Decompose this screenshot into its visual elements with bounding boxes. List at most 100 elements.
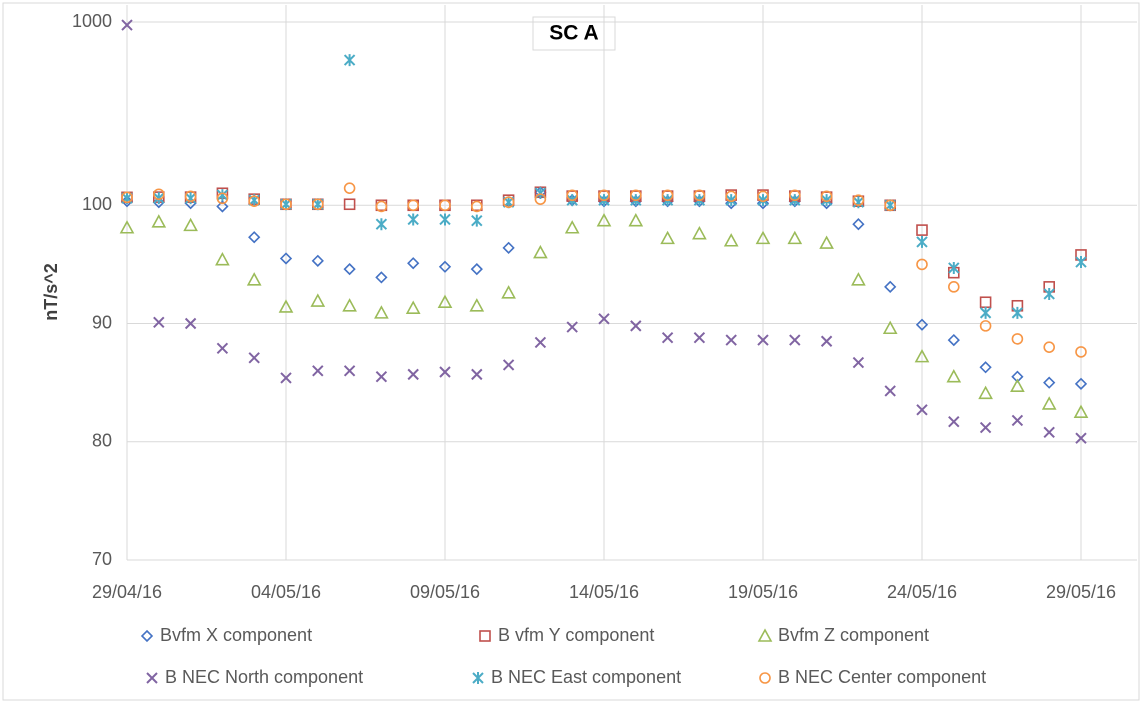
data-point <box>279 252 293 265</box>
y-tick-label: 1000 <box>72 11 112 31</box>
data-point <box>215 251 230 266</box>
data-point <box>375 371 388 383</box>
data-point <box>439 213 451 226</box>
y-tick-label: 100 <box>82 194 112 214</box>
data-point <box>342 298 357 312</box>
data-point <box>534 336 547 349</box>
data-point <box>978 385 993 400</box>
data-point <box>819 235 834 249</box>
data-point <box>851 272 866 286</box>
legend-marker <box>140 629 154 643</box>
data-point <box>915 318 929 331</box>
data-point <box>405 300 421 314</box>
data-point <box>216 192 229 205</box>
legend-marker <box>472 672 484 684</box>
data-point <box>948 261 960 274</box>
x-tick-label: 29/05/16 <box>1046 582 1116 602</box>
data-point <box>248 352 260 364</box>
data-point <box>471 368 483 381</box>
data-point <box>153 316 165 329</box>
data-point <box>248 195 260 208</box>
data-point <box>216 342 229 355</box>
data-point <box>596 212 612 227</box>
y-axis-label: nT/s^2 <box>41 263 61 321</box>
data-point <box>725 190 738 203</box>
data-point <box>470 200 483 213</box>
data-point <box>534 193 547 205</box>
x-tick-label: 24/05/16 <box>887 582 957 602</box>
data-point <box>916 235 928 248</box>
legend-label: B NEC North component <box>165 667 363 687</box>
legend-label: B NEC East component <box>491 667 681 687</box>
data-point <box>630 320 642 332</box>
data-point <box>947 333 960 347</box>
data-point <box>311 198 324 211</box>
data-point <box>979 361 992 374</box>
data-point <box>502 359 515 371</box>
legend-marker <box>146 672 158 684</box>
data-point <box>153 192 165 205</box>
data-point <box>882 320 898 335</box>
data-point <box>916 404 928 416</box>
data-point <box>757 190 769 203</box>
data-point <box>375 218 388 231</box>
data-point <box>820 335 833 347</box>
legend-label: Bvfm Z component <box>778 625 929 645</box>
data-point <box>375 271 388 284</box>
data-point <box>661 189 674 202</box>
data-point <box>1075 256 1087 269</box>
data-point <box>374 305 389 319</box>
data-point <box>1075 432 1087 444</box>
x-tick-label: 04/05/16 <box>251 582 321 602</box>
chart-title: SC A <box>549 22 598 45</box>
data-point <box>884 385 896 397</box>
data-point <box>979 320 992 332</box>
data-point <box>1043 426 1055 439</box>
data-point <box>1011 306 1024 319</box>
data-point <box>629 189 642 202</box>
data-point <box>789 334 801 346</box>
data-point <box>278 299 294 313</box>
data-point <box>184 317 197 330</box>
legend-marker <box>757 628 773 642</box>
data-point <box>246 272 262 286</box>
data-point <box>151 214 167 228</box>
data-point <box>598 313 610 325</box>
data-point <box>121 19 133 31</box>
data-point <box>914 348 930 363</box>
data-point <box>693 189 706 202</box>
data-point <box>788 189 801 202</box>
data-point <box>725 334 737 346</box>
data-point <box>1043 287 1055 300</box>
data-point <box>471 214 483 227</box>
data-point <box>216 189 229 202</box>
data-point <box>979 306 992 319</box>
legend-marker <box>759 672 771 684</box>
legend-label: Bvfm X component <box>160 625 312 645</box>
data-point <box>469 298 485 312</box>
data-point <box>280 372 292 384</box>
data-point <box>1073 404 1089 418</box>
data-point <box>184 192 197 205</box>
data-point <box>343 262 356 276</box>
y-tick-label: 90 <box>92 312 112 332</box>
x-tick-label: 09/05/16 <box>410 582 480 602</box>
data-point <box>1041 396 1057 410</box>
data-point <box>884 280 897 293</box>
data-point <box>153 188 165 201</box>
data-point <box>566 189 579 202</box>
data-point <box>311 254 324 267</box>
data-point <box>756 197 770 210</box>
data-point <box>852 356 865 369</box>
data-point <box>852 196 865 209</box>
data-point <box>1010 378 1025 392</box>
data-point <box>598 189 610 202</box>
data-point <box>439 366 451 378</box>
data-point <box>437 294 453 309</box>
data-point <box>312 365 324 377</box>
data-point <box>119 220 135 234</box>
data-point <box>757 334 769 346</box>
data-point <box>438 260 452 273</box>
data-point <box>979 421 992 434</box>
data-point <box>375 200 388 213</box>
